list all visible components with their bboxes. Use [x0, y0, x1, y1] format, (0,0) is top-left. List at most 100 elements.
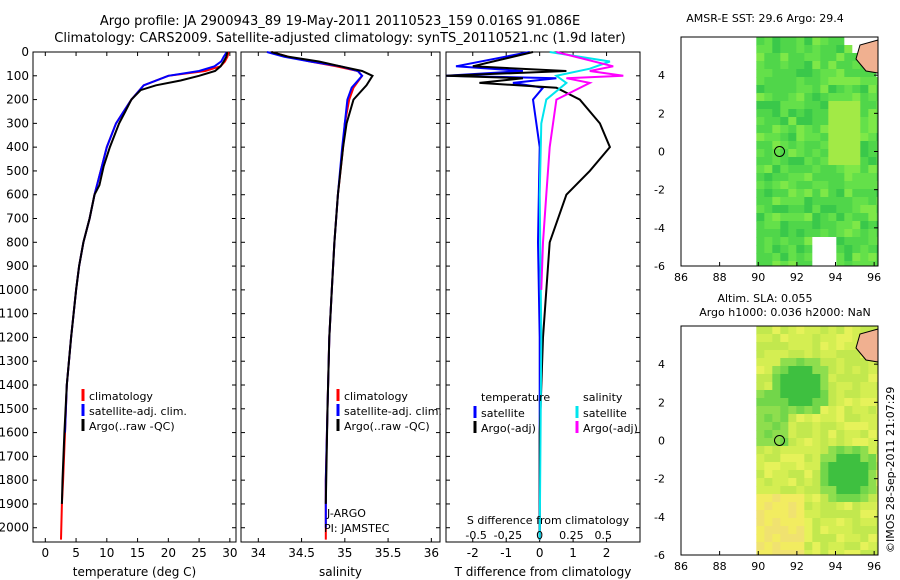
map-cell [836, 165, 845, 174]
map-cell [828, 157, 837, 166]
map-cell [804, 141, 813, 150]
map-cell [844, 478, 853, 487]
map-cell [868, 205, 877, 214]
map-cell [828, 542, 837, 551]
map-cell [764, 221, 773, 230]
map-cell [804, 350, 813, 359]
map-cell [756, 141, 765, 150]
map-cell [828, 446, 837, 455]
x-tick-label: 90 [751, 560, 765, 573]
map-cell [772, 534, 781, 543]
map-cell [852, 462, 861, 471]
map-cell [788, 518, 797, 527]
map-cell [868, 101, 877, 110]
map-cell [780, 382, 789, 391]
map-cell [764, 205, 773, 214]
map-cell [756, 526, 765, 535]
map-cell [844, 141, 853, 150]
map-cell [756, 486, 765, 495]
map-cell [852, 245, 861, 254]
map-cell [772, 486, 781, 495]
map-cell [788, 542, 797, 551]
map-cell [876, 446, 878, 455]
map-cell [780, 358, 789, 367]
map-cell [860, 542, 869, 551]
annotation-pi: PI: JAMSTEC [324, 522, 390, 535]
map-cell [860, 141, 869, 150]
map-cell [812, 462, 821, 471]
map-cell [780, 422, 789, 431]
map-cell [868, 173, 877, 182]
map-cell [764, 382, 773, 391]
map-cell [820, 61, 829, 70]
map-cell [764, 518, 773, 527]
map-cell [788, 398, 797, 407]
map-cell [796, 77, 805, 86]
map-cell [820, 406, 829, 415]
map-cell [764, 462, 773, 471]
map-cell [780, 165, 789, 174]
map-cell [836, 518, 845, 527]
map-cell [788, 93, 797, 102]
map-cell [788, 229, 797, 238]
y-tick-label: 1800 [0, 473, 29, 487]
plot-frame [32, 51, 237, 543]
map-cell [852, 430, 861, 439]
map-cell [828, 37, 837, 46]
map-cell [860, 229, 869, 238]
map-cell [772, 398, 781, 407]
map-cell [836, 542, 845, 551]
map-cell [756, 101, 765, 110]
map-cell [804, 133, 813, 142]
map-cell [876, 101, 878, 110]
map-cell [820, 326, 829, 335]
map-cell [812, 430, 821, 439]
map-cell [876, 406, 878, 415]
map-cell [820, 502, 829, 511]
map-cell [844, 326, 853, 335]
map-cell [876, 374, 878, 383]
map-cell [868, 125, 877, 134]
map-cell [756, 502, 765, 511]
map-cell [812, 366, 821, 375]
map-cell [788, 550, 797, 555]
map-cell [836, 462, 845, 471]
map-cell [868, 358, 877, 367]
map-cell [860, 486, 869, 495]
map-cell [772, 205, 781, 214]
map-cell [788, 141, 797, 150]
map-cell [804, 334, 813, 343]
map-cell [796, 446, 805, 455]
map-cell [764, 149, 773, 158]
legend-header-salinity: salinity [583, 391, 623, 404]
map-cell [820, 125, 829, 134]
map-cell [804, 149, 813, 158]
map-cell [812, 221, 821, 230]
y-tick-label: 800 [6, 235, 29, 249]
map-cell [876, 197, 878, 206]
map-cell [804, 253, 813, 262]
map-cell [812, 374, 821, 383]
map-cell [828, 470, 837, 479]
map-cell [804, 406, 813, 415]
map-cell [796, 197, 805, 206]
map-cell [780, 326, 789, 335]
map-cell [828, 85, 837, 94]
map-cell [764, 342, 773, 351]
map-cell [772, 502, 781, 511]
map-cell [852, 534, 861, 543]
map-cell [780, 141, 789, 150]
map-cell [764, 478, 773, 487]
map-cell [852, 494, 861, 503]
map-cell [788, 45, 797, 54]
map-cell [828, 237, 837, 246]
map-cell [828, 149, 837, 158]
map-cell [852, 486, 861, 495]
map-cell [756, 470, 765, 479]
x-tick-label: 86 [674, 560, 688, 573]
map-cell [836, 390, 845, 399]
map-cell [772, 550, 781, 555]
map-cell [852, 213, 861, 222]
map-cell [820, 494, 829, 503]
map-cell [844, 77, 853, 86]
